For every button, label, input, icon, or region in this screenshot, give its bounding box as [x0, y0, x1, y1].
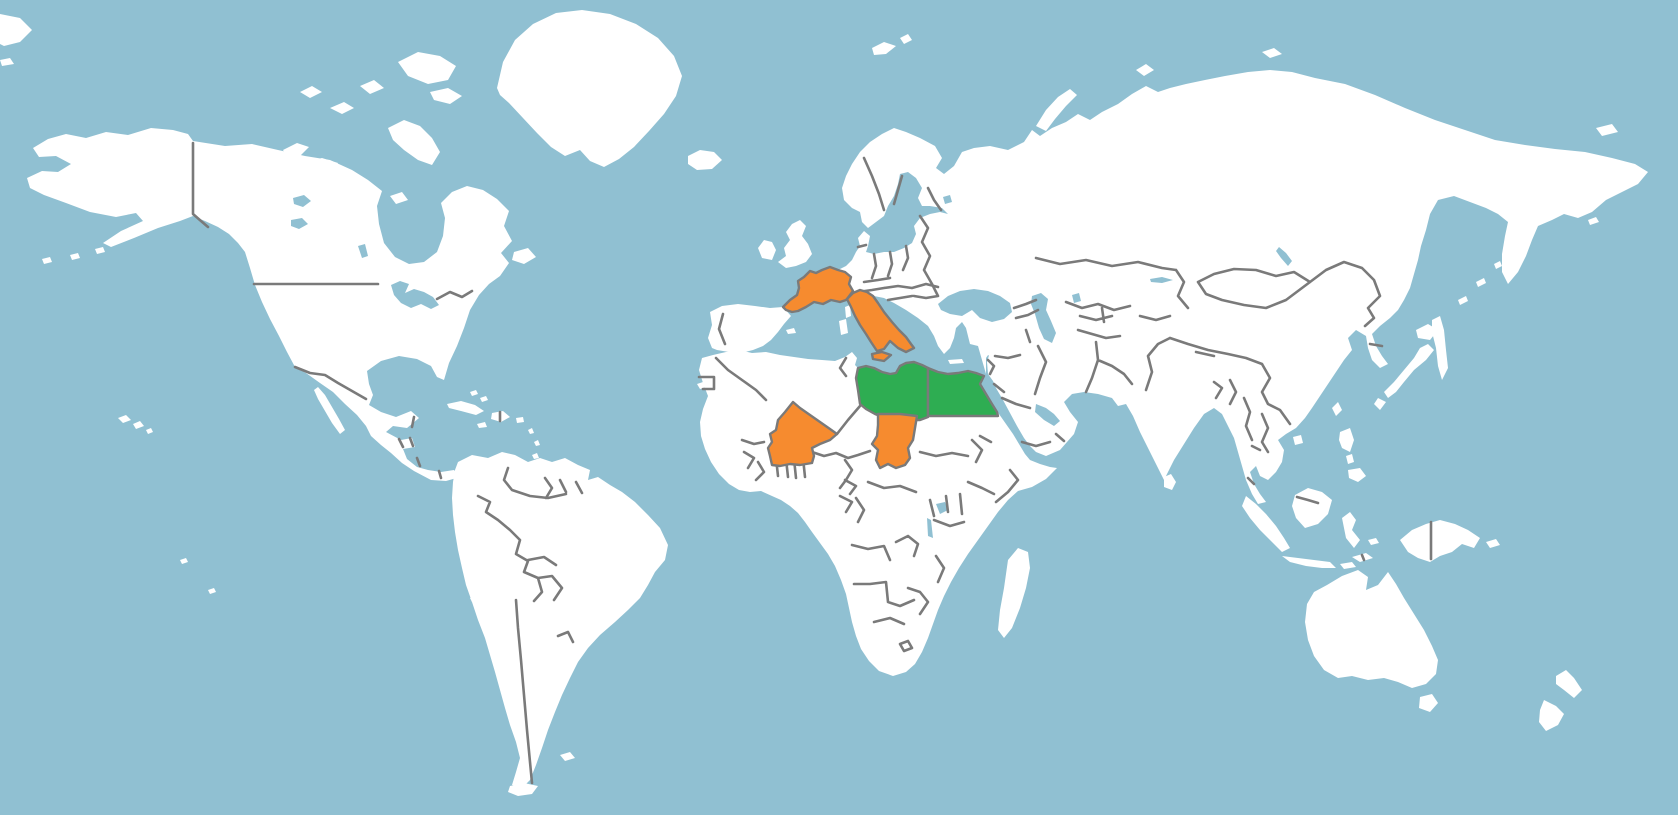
landmass-new-guinea[interactable] [1400, 520, 1500, 562]
highlighted-countries [766, 265, 1000, 470]
landmass-greenland[interactable] [497, 10, 682, 167]
landmass-north-america[interactable] [27, 128, 512, 481]
country-italy[interactable] [845, 288, 916, 363]
landmass-iceland[interactable] [688, 150, 722, 170]
southeast-asia-islands[interactable] [1242, 428, 1379, 569]
country-egypt[interactable] [926, 366, 1000, 418]
borders-europe [717, 156, 943, 346]
landmass-australia[interactable] [1305, 570, 1438, 688]
mediterranean-islands[interactable] [697, 305, 991, 389]
landmass-tasmania[interactable] [1419, 694, 1438, 712]
black-sea [938, 289, 1012, 322]
country-mali[interactable] [766, 400, 839, 468]
persian-gulf [1035, 404, 1060, 426]
country-france[interactable] [781, 265, 855, 314]
landmass-chukotka-wrap [0, 14, 32, 66]
borders-africa [697, 356, 1020, 653]
lakes-north-america [291, 195, 439, 309]
caribbean-islands[interactable] [447, 390, 540, 459]
landmass-new-zealand[interactable] [1539, 670, 1582, 731]
arctic-eurasia-islands [872, 34, 1618, 136]
british-isles[interactable] [758, 220, 812, 268]
indian-ocean-islands[interactable] [1164, 474, 1176, 490]
borders-asia [986, 256, 1433, 562]
borders-north-america [191, 141, 502, 480]
landmass-eurasia[interactable] [708, 70, 1648, 504]
lakes-and-seas [291, 195, 1292, 538]
landmass-south-america[interactable] [452, 452, 668, 788]
caspian-sea [1031, 293, 1056, 343]
country-borders [191, 141, 1433, 785]
southern-south-america-islands[interactable] [508, 752, 575, 796]
borders-south-america [476, 466, 584, 785]
landmass-madagascar[interactable] [998, 548, 1030, 638]
country-chad[interactable] [870, 412, 919, 470]
landmass-baja-california[interactable] [314, 387, 345, 434]
